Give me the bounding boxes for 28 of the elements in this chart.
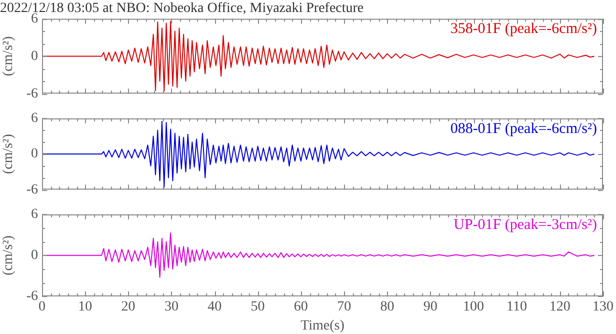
y-tick-label: 0 — [31, 146, 38, 162]
y-axis-title: (cm/s²) — [1, 235, 16, 276]
x-tick-label: 30 — [164, 299, 178, 314]
x-tick-label: 110 — [506, 299, 527, 314]
series-label: UP-01F (peak=-3cm/s²) — [454, 216, 597, 233]
y-axis-title: (cm/s²) — [1, 36, 16, 76]
x-tick-label: 50 — [250, 299, 265, 314]
series-label: 358-01F (peak=-6cm/s²) — [450, 21, 597, 38]
y-tick-label: -6 — [26, 182, 38, 198]
x-tick-label: 20 — [121, 299, 136, 314]
y-tick-label: 0 — [31, 48, 38, 64]
x-axis-title: Time(s) — [300, 318, 345, 334]
x-tick-label: 100 — [463, 299, 484, 314]
y-tick-label: 6 — [31, 207, 38, 222]
x-tick-label: 90 — [423, 299, 438, 314]
x-tick-label: 80 — [380, 299, 394, 314]
y-tick-label: 0 — [31, 248, 38, 264]
x-tick-label: 60 — [294, 299, 308, 314]
y-axis-title: (cm/s²) — [1, 134, 16, 174]
y-tick-label: -6 — [26, 86, 38, 102]
series-label: 088-01F (peak=-6cm/s²) — [450, 120, 597, 137]
x-tick-label: 120 — [549, 299, 570, 314]
y-tick-label: -6 — [26, 289, 38, 304]
x-tick-label: 10 — [78, 299, 92, 314]
x-tick-label: 130 — [592, 299, 614, 314]
x-tick-label: 70 — [337, 299, 352, 314]
x-tick-label: 40 — [208, 299, 222, 314]
y-tick-label: 6 — [31, 111, 38, 126]
